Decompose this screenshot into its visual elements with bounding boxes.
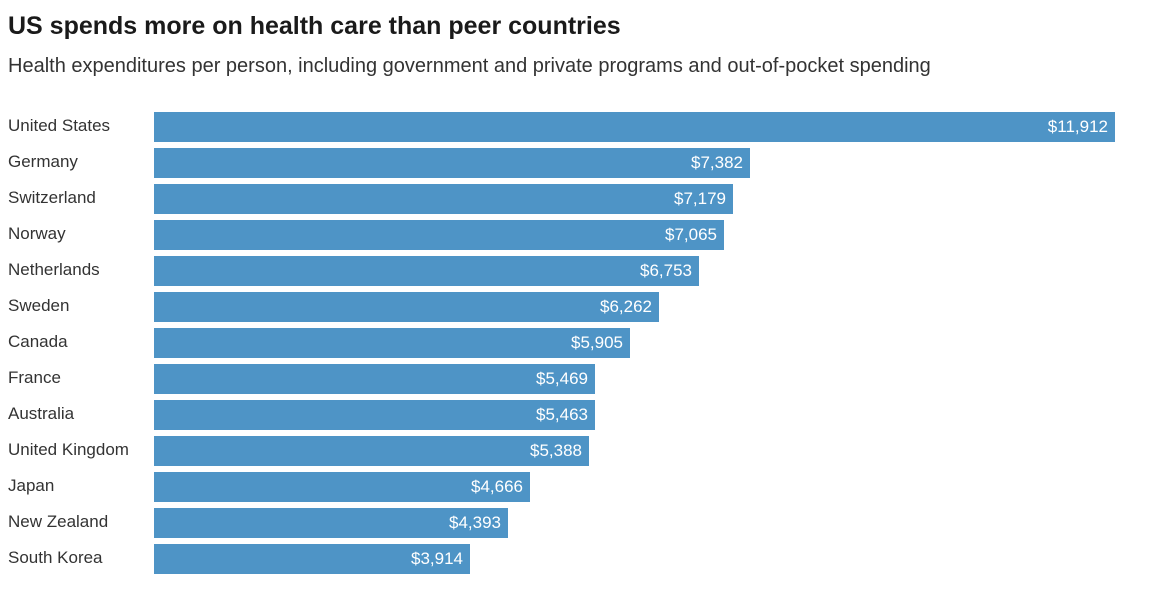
bar-row: Australia $5,463 [0,400,1149,430]
bar-value-label: $7,179 [674,189,726,208]
category-label: United Kingdom [8,440,129,459]
category-label: Australia [8,404,75,423]
chart-title: US spends more on health care than peer … [8,12,621,40]
bar-value-label: $7,382 [691,153,743,172]
bar-row: United Kingdom $5,388 [0,436,1149,466]
bar-value-label: $6,262 [600,297,652,316]
bar-row: France $5,469 [0,364,1149,394]
bar: $6,753 [154,256,699,286]
bar-value-label: $4,393 [449,513,501,532]
category-label: Sweden [8,296,70,315]
bar: $5,469 [154,364,595,394]
bar: $3,914 [154,544,470,574]
chart-subtitle: Health expenditures per person, includin… [8,55,931,77]
bar-row: Japan $4,666 [0,472,1149,502]
category-label: New Zealand [8,512,109,531]
bar: $5,463 [154,400,595,430]
bar: $6,262 [154,292,659,322]
bar-row: Norway $7,065 [0,220,1149,250]
bar-value-label: $4,666 [471,477,523,496]
category-label: Germany [8,152,78,171]
category-label: United States [8,116,111,135]
bar-value-label: $7,065 [665,225,717,244]
bar: $4,666 [154,472,530,502]
bar: $7,065 [154,220,724,250]
category-label: Japan [8,476,55,495]
bar-value-label: $11,912 [1047,117,1108,136]
bar-row: New Zealand $4,393 [0,508,1149,538]
bar: $7,179 [154,184,733,214]
bar-row: Germany $7,382 [0,148,1149,178]
bar: $11,912 [154,112,1115,142]
bar: $7,382 [154,148,750,178]
bar-value-label: $5,469 [536,369,588,388]
bar-row: Canada $5,905 [0,328,1149,358]
bar: $5,388 [154,436,589,466]
category-label: Netherlands [8,260,100,279]
category-label: South Korea [8,548,103,567]
bar: $4,393 [154,508,508,538]
bar-row: Sweden $6,262 [0,292,1149,322]
bar-value-label: $5,905 [571,333,623,352]
bar-row: United States $11,912 [0,112,1149,142]
bar-value-label: $3,914 [411,549,463,568]
bar-row: Netherlands $6,753 [0,256,1149,286]
category-label: France [8,368,61,387]
category-label: Canada [8,332,68,351]
bar-value-label: $5,463 [536,405,588,424]
category-label: Switzerland [8,188,96,207]
bar-row: South Korea $3,914 [0,544,1149,574]
bar-value-label: $6,753 [640,261,692,280]
category-label: Norway [8,224,66,243]
bar-row: Switzerland $7,179 [0,184,1149,214]
bar: $5,905 [154,328,630,358]
bar-rows: United States $11,912 Germany $7,382 Switzer… [0,112,1149,580]
bar-value-label: $5,388 [530,441,582,460]
